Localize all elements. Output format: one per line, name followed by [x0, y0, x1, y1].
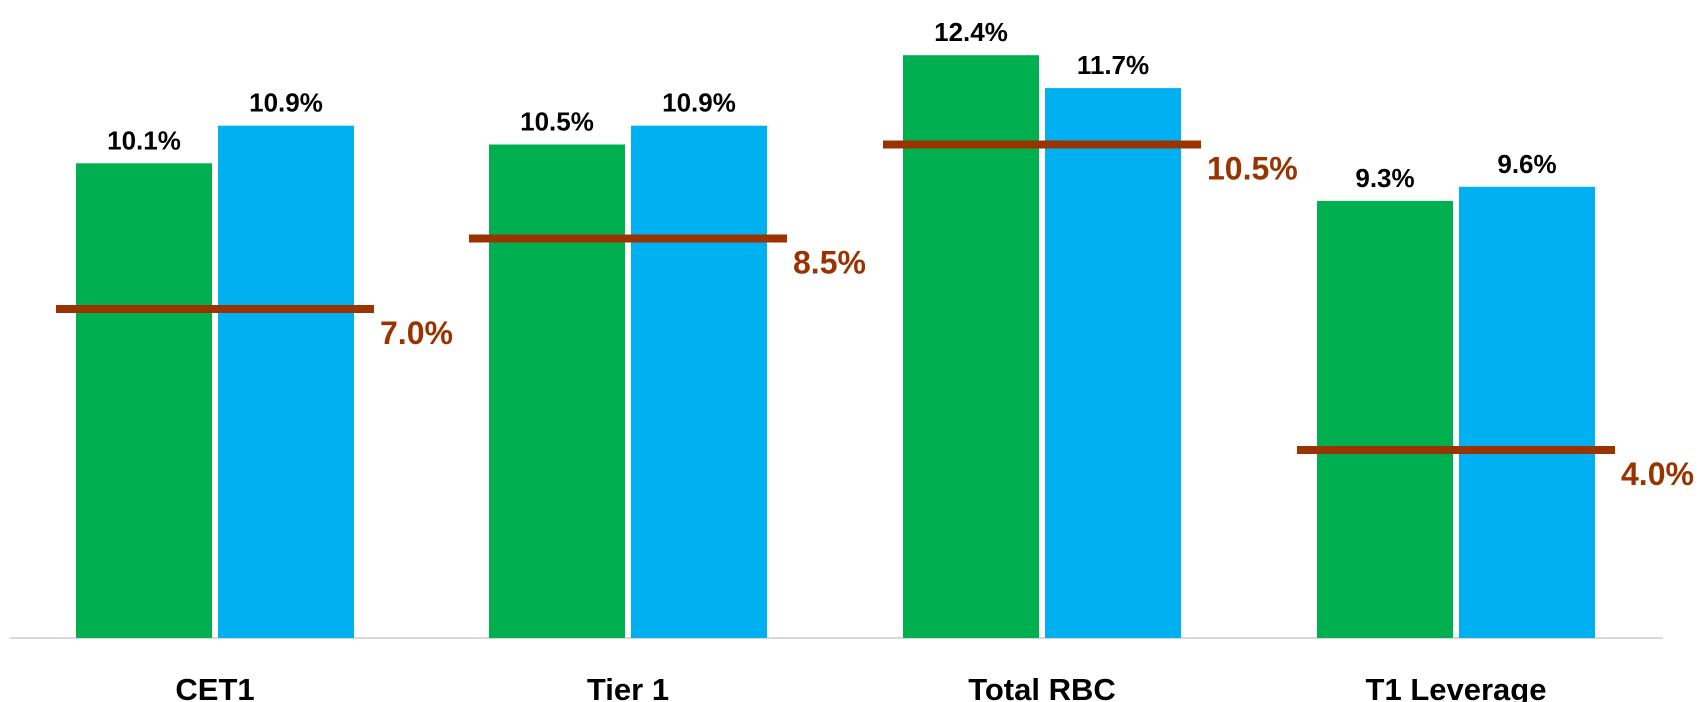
- threshold-label-total-rbc: 10.5%: [1207, 151, 1298, 187]
- category-label-tier-1: Tier 1: [587, 672, 669, 702]
- threshold-label-tier-1: 8.5%: [793, 245, 866, 281]
- value-label-total-rbc-series-1: 12.4%: [934, 17, 1008, 47]
- value-label-tier-1-series-1: 10.5%: [520, 107, 594, 137]
- category-label-cet1: CET1: [175, 672, 254, 702]
- bar-total-rbc-series-2: [1045, 88, 1181, 639]
- bar-t1-leverage-series-1: [1317, 200, 1453, 638]
- value-label-cet1-series-2: 10.9%: [249, 88, 323, 118]
- bar-cet1-series-1: [76, 163, 212, 639]
- bar-total-rbc-series-1: [903, 55, 1039, 638]
- threshold-label-cet1: 7.0%: [380, 315, 453, 351]
- bar-t1-leverage-series-2: [1459, 186, 1595, 639]
- value-label-total-rbc-series-2: 11.7%: [1077, 50, 1149, 80]
- category-label-total-rbc: Total RBC: [968, 672, 1116, 702]
- value-label-t1-leverage-series-2: 9.6%: [1497, 149, 1556, 179]
- value-label-cet1-series-1: 10.1%: [107, 125, 181, 155]
- bar-tier-1-series-2: [631, 125, 767, 638]
- bar-cet1-series-2: [218, 125, 354, 638]
- category-label-t1-leverage: T1 Leverage: [1366, 672, 1547, 702]
- bar-tier-1-series-1: [489, 144, 625, 638]
- threshold-label-t1-leverage: 4.0%: [1621, 456, 1694, 492]
- value-label-tier-1-series-2: 10.9%: [662, 88, 736, 118]
- value-label-t1-leverage-series-1: 9.3%: [1355, 163, 1414, 193]
